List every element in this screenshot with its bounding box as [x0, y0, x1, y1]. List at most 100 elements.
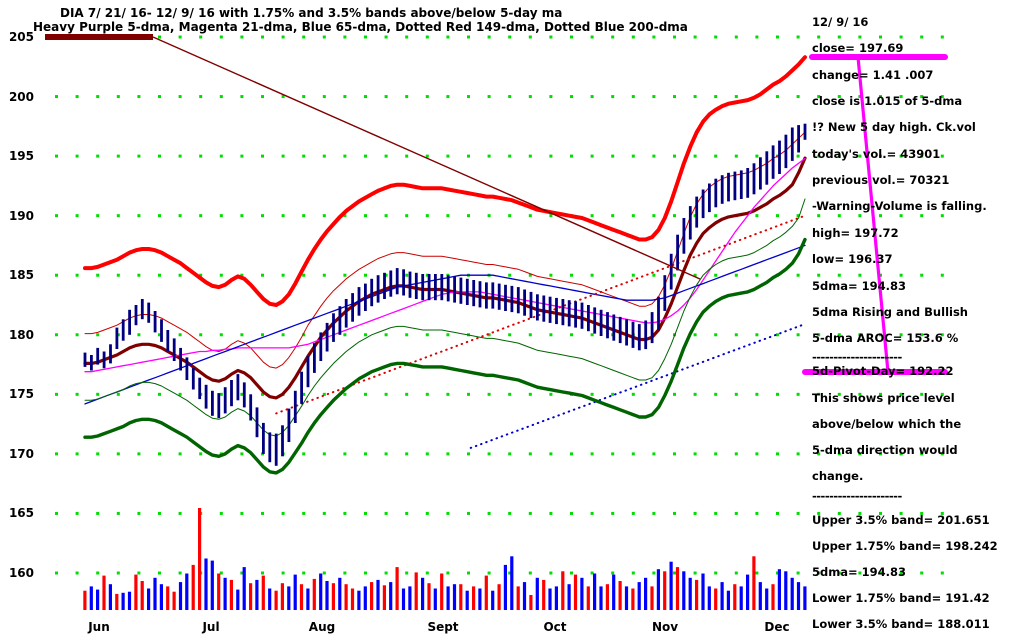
- price-bar: [357, 287, 361, 316]
- info-line-13: 5d-Pivot-Day= 192.22: [812, 364, 954, 378]
- price-bar: [644, 320, 648, 350]
- price-bar: [555, 297, 558, 325]
- price-bar: [287, 408, 291, 442]
- x-tick-dec: Dec: [764, 620, 790, 634]
- x-tick-sept: Sept: [427, 620, 459, 634]
- volume-bar: [344, 584, 348, 610]
- info-line-22: Lower 1.75% band= 191.42: [812, 591, 990, 605]
- price-bar: [402, 269, 405, 296]
- volume-bar: [612, 574, 616, 610]
- volume-bar: [752, 556, 756, 610]
- price-bar: [727, 172, 730, 202]
- volume-bar: [733, 584, 737, 610]
- price-bar: [516, 287, 520, 314]
- volume-bar: [350, 588, 355, 610]
- price-bar: [153, 311, 157, 333]
- price-bar: [803, 123, 807, 140]
- volume-bar: [121, 592, 125, 610]
- volume-bar: [217, 573, 221, 610]
- price-bar: [504, 284, 507, 311]
- price-bar: [351, 293, 354, 322]
- price-bar: [746, 168, 750, 198]
- annotation-connector: [856, 56, 890, 373]
- price-bar: [739, 170, 743, 199]
- price-bar: [172, 338, 176, 361]
- info-line-0: close= 197.69: [812, 41, 904, 55]
- volume-bar: [529, 595, 533, 610]
- price-bar: [784, 134, 788, 169]
- series-lower-3-5-band: [83, 237, 807, 475]
- volume-bar: [395, 567, 399, 610]
- volume-bar: [765, 588, 769, 610]
- price-bar: [325, 322, 329, 352]
- price-bar: [274, 433, 278, 466]
- price-bar: [459, 277, 463, 304]
- price-bar: [262, 422, 265, 454]
- price-bar: [434, 274, 437, 301]
- volume-bar: [363, 586, 367, 610]
- price-bar: [332, 313, 335, 342]
- price-bar: [160, 319, 163, 342]
- price-bar: [472, 280, 476, 307]
- volume-bar: [650, 586, 654, 610]
- info-line-11: 5-dma AROC= 153.6 %: [812, 331, 959, 345]
- chart-subtitle: Heavy Purple 5-dma, Magenta 21-dma, Blue…: [33, 20, 688, 34]
- volume-bar: [261, 575, 265, 610]
- price-bar: [255, 407, 259, 438]
- price-bar: [618, 316, 622, 344]
- price-bar: [306, 356, 310, 388]
- volume-bar: [357, 590, 361, 610]
- volume-bar: [554, 586, 558, 610]
- price-bar: [771, 145, 775, 179]
- price-bar: [593, 307, 597, 334]
- volume-bar: [682, 571, 686, 610]
- volume-bar: [771, 584, 775, 610]
- volume-bar: [503, 564, 507, 610]
- price-bar: [370, 278, 374, 307]
- info-date: 12/ 9/ 16: [812, 15, 869, 29]
- volume-bar: [599, 586, 603, 610]
- volume-bars: [83, 508, 807, 610]
- price-bar: [242, 382, 246, 408]
- price-bar: [147, 302, 151, 323]
- volume-bar: [675, 567, 680, 610]
- volume-bar: [586, 586, 590, 610]
- price-bar: [695, 196, 699, 228]
- price-bar: [625, 319, 628, 346]
- price-bar: [198, 377, 202, 400]
- volume-bar: [389, 582, 393, 610]
- x-tick-nov: Nov: [651, 620, 679, 634]
- price-bar: [414, 272, 418, 299]
- price-bar: [109, 344, 112, 364]
- price-bar: [115, 327, 119, 349]
- volume-bar: [198, 508, 202, 610]
- chart-title: DIA 7/ 21/ 16- 12/ 9/ 16 with 1.75% and …: [60, 6, 563, 20]
- volume-bar: [115, 593, 119, 610]
- info-line-18: ---------------------: [812, 489, 902, 503]
- info-line-8: low= 196.37: [812, 252, 893, 266]
- price-bar: [478, 281, 482, 308]
- volume-bar: [777, 569, 781, 610]
- price-bar: [580, 302, 584, 329]
- series-200-dma-dotted-blue-: [469, 323, 806, 449]
- volume-bar: [701, 573, 705, 610]
- info-line-3: !? New 5 day high. Ck.vol: [812, 120, 976, 134]
- volume-bar: [542, 579, 546, 610]
- price-bar: [268, 432, 272, 463]
- info-line-16: 5-dma direction would: [812, 443, 958, 457]
- price-bar: [140, 299, 144, 320]
- info-line-1: change= 1.41 .007: [812, 68, 934, 82]
- price-bar: [166, 330, 170, 352]
- info-line-20: Upper 1.75% band= 198.242: [812, 539, 998, 553]
- y-tick-165: 165: [8, 506, 34, 521]
- volume-bar: [96, 589, 100, 610]
- info-line-5: previous vol.= 70321: [812, 173, 950, 187]
- price-bar: [300, 371, 303, 404]
- series-149-dma-dotted-red-: [275, 214, 806, 415]
- price-bar: [395, 268, 399, 295]
- price-bar: [752, 163, 756, 195]
- price-bar: [389, 270, 393, 297]
- price-bar: [669, 253, 673, 290]
- price-bar: [344, 299, 348, 328]
